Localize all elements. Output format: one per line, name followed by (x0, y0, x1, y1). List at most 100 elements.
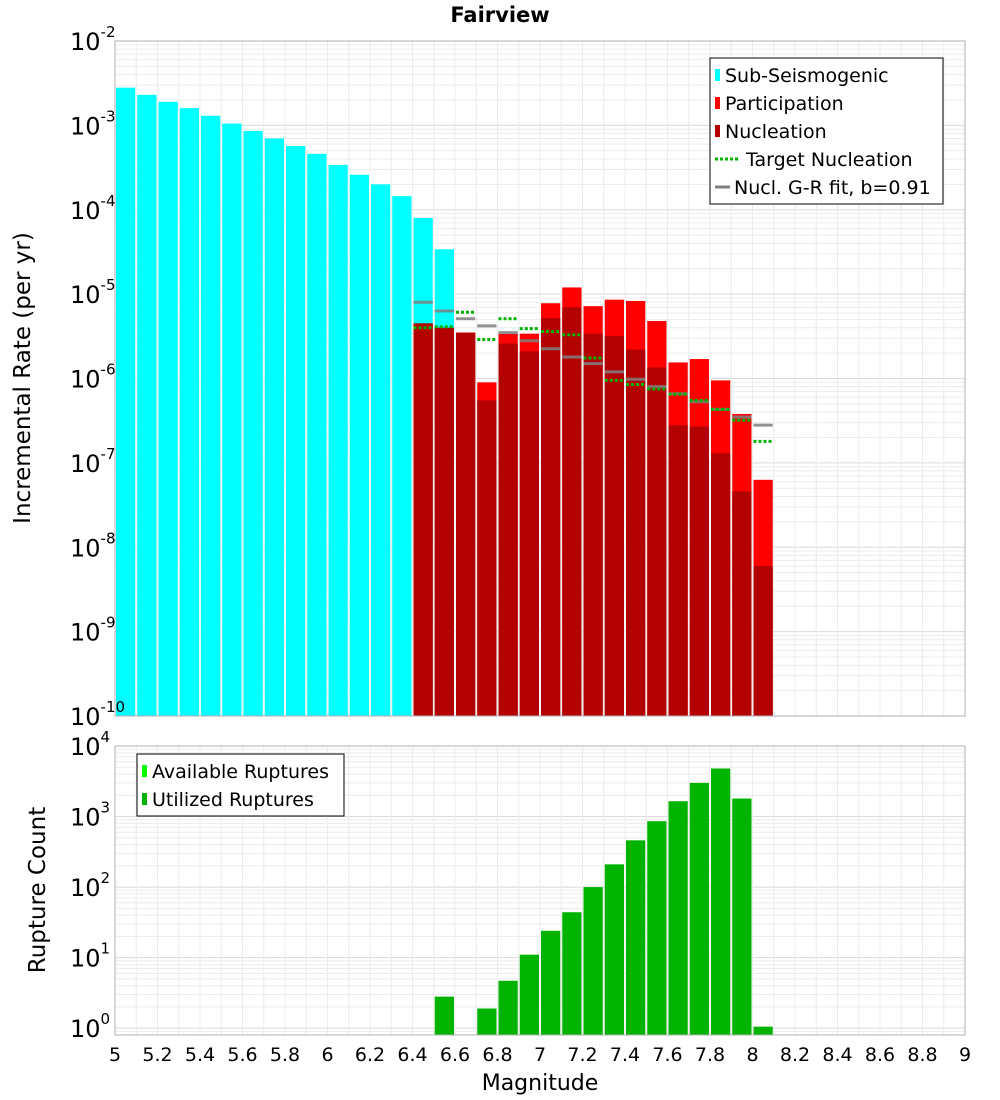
legend-swatch (142, 793, 147, 805)
sub-bar (222, 123, 242, 716)
sub-bar (371, 184, 391, 717)
nucleation-bar (583, 333, 603, 716)
x-tick-label: 7.8 (695, 1044, 725, 1066)
x-tick-label: 8.4 (822, 1044, 852, 1066)
x-tick-label: 5.8 (270, 1044, 300, 1066)
sub-bar (349, 174, 369, 716)
chart-title: Fairview (450, 3, 549, 27)
y-tick-label: 10-3 (70, 107, 116, 140)
utilized-bar (434, 996, 454, 1035)
nucleation-bar (541, 318, 561, 716)
bottom-y-ticks: 100 101 102 103 104 (70, 728, 110, 1043)
nucleation-bar (647, 367, 667, 716)
nucleation-bar (668, 425, 688, 716)
y-tick-label: 103 (70, 799, 110, 832)
sub-bar (307, 153, 327, 716)
bottom-panel: 100 101 102 103 104 5 5.2 5.4 5.6 5.8 6 6.2 6.4 6.6 6… (25, 728, 971, 1096)
y-tick-label: 10-7 (70, 445, 116, 478)
x-tick-label: 8 (746, 1044, 758, 1066)
utilized-bar (583, 887, 603, 1035)
legend-label: Nucleation (725, 121, 827, 143)
top-y-axis-label: Incremental Rate (per yr) (10, 232, 36, 524)
nucleation-bar (413, 323, 433, 716)
nucleation-bar (711, 453, 731, 716)
y-tick-label: 10-10 (70, 698, 125, 731)
y-tick-label: 101 (70, 940, 110, 973)
legend-label: Sub-Seismogenic (725, 65, 889, 87)
x-tick-label: 5.4 (185, 1044, 215, 1066)
legend-swatch (715, 69, 720, 81)
top-legend: Sub-Seismogenic Participation Nucleation Ta… (709, 57, 944, 205)
y-tick-label: 10-5 (70, 276, 116, 309)
x-tick-label: 6.4 (397, 1044, 427, 1066)
top-plot-frame (114, 40, 966, 717)
legend-swatch (715, 97, 720, 109)
x-tick-label: 5.2 (142, 1044, 172, 1066)
legend-label: Utilized Ruptures (152, 789, 314, 811)
x-axis-label: Magnitude (482, 1071, 599, 1096)
x-tick-label: 8.6 (865, 1044, 895, 1066)
x-tick-label: 6.2 (355, 1044, 385, 1066)
x-tick-label: 9 (959, 1044, 971, 1066)
utilized-bar (668, 801, 688, 1035)
sub-bar (243, 130, 263, 717)
sub-bar (137, 94, 157, 716)
utilized-bar (711, 768, 731, 1035)
x-tick-label: 8.2 (780, 1044, 810, 1066)
y-tick-label: 10-8 (70, 529, 116, 562)
utilized-bar (562, 912, 582, 1035)
legend-label: Target Nucleation (745, 149, 913, 171)
utilized-bar (626, 840, 646, 1035)
y-tick-label: 10-9 (70, 614, 116, 647)
nucleation-bar (689, 426, 709, 716)
utilized-bar (647, 821, 667, 1035)
y-tick-label: 10-2 (70, 23, 116, 56)
y-tick-label: 104 (70, 728, 110, 761)
x-ticks: 5 5.2 5.4 5.6 5.8 6 6.2 6.4 6.6 6.8 7 7.2 7.4 7.6 7.8 8… (109, 1044, 971, 1066)
utilized-bar (604, 864, 624, 1035)
utilized-bar (498, 980, 518, 1035)
x-tick-label: 6 (321, 1044, 333, 1066)
sub-bar (158, 101, 178, 716)
utilized-bar (477, 1008, 497, 1035)
y-tick-label: 102 (70, 869, 110, 902)
nucleation-bar (498, 343, 518, 716)
nucleation-bar (519, 351, 539, 716)
top-panel: 10-10 10-9 10-8 10-7 10-6 10-5 10-4 10-3 10-2 In… (10, 23, 966, 731)
legend-label: Nucl. G-R fit, b=0.91 (734, 177, 931, 199)
x-tick-label: 7.4 (610, 1044, 640, 1066)
bottom-plot-frame (114, 745, 966, 1036)
utilized-bar (519, 954, 539, 1035)
nucleation-bar (732, 491, 752, 716)
legend-box (709, 57, 944, 205)
nucleation-bar (604, 335, 624, 716)
nucleation-bar (753, 565, 773, 716)
top-y-ticks: 10-10 10-9 10-8 10-7 10-6 10-5 10-4 10-3 10-2 (70, 23, 125, 731)
x-tick-label: 5.6 (227, 1044, 257, 1066)
utilized-bar (753, 1026, 773, 1035)
x-tick-label: 6.6 (440, 1044, 470, 1066)
nucleation-bar (477, 400, 497, 716)
sub-bar (264, 138, 284, 717)
nucleation-bar (626, 349, 646, 716)
x-tick-label: 8.8 (907, 1044, 937, 1066)
top-lines (413, 300, 773, 443)
x-tick-label: 6.8 (482, 1044, 512, 1066)
top-bars (116, 87, 773, 717)
legend-swatch (715, 125, 720, 137)
bottom-legend: Available Ruptures Utilized Ruptures (136, 753, 345, 817)
legend-box (136, 753, 345, 817)
x-tick-label: 7.6 (652, 1044, 682, 1066)
x-tick-label: 7.2 (567, 1044, 597, 1066)
nucleation-bar (434, 327, 454, 716)
sub-bar (116, 87, 136, 716)
sub-bar (201, 115, 221, 716)
y-tick-label: 100 (70, 1010, 110, 1043)
utilized-bar (689, 782, 709, 1035)
sub-bar (328, 164, 348, 716)
bottom-bars (434, 768, 773, 1035)
legend-label: Available Ruptures (152, 761, 329, 783)
nucleation-bar (456, 332, 476, 716)
utilized-bar (541, 930, 561, 1035)
